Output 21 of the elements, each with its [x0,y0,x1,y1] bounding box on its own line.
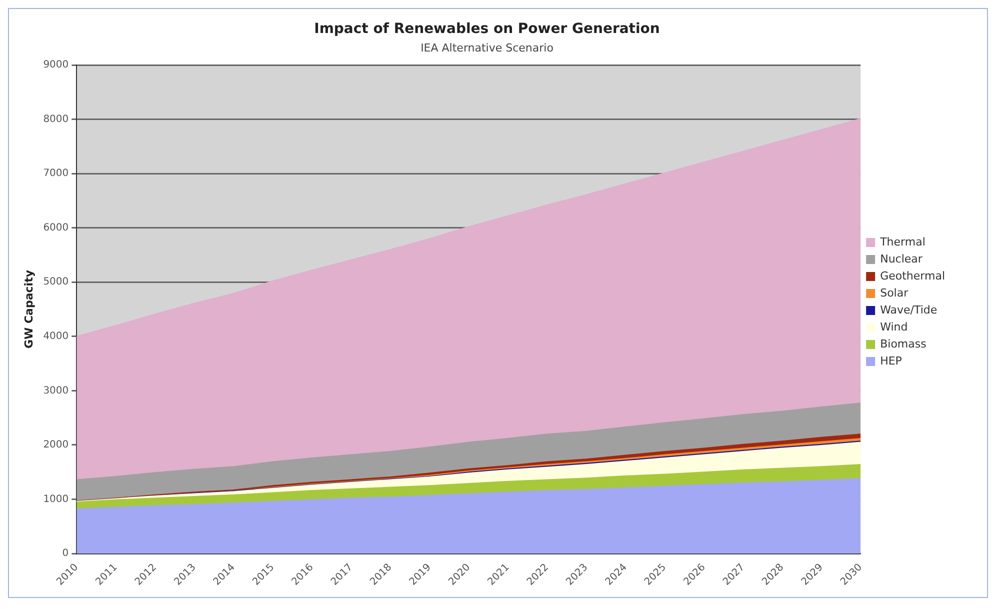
y-axis-title: GW Capacity [22,270,36,349]
y-tick-label: 8000 [43,114,69,125]
y-tick-label: 3000 [43,385,69,396]
legend-label: Biomass [880,337,927,350]
y-tick-label: 9000 [43,60,69,71]
legend-label: HEP [880,354,902,368]
y-tick-label: 7000 [43,168,69,180]
y-tick-label: 2000 [43,440,69,451]
legend-label: Thermal [879,235,926,248]
y-tick-label: 1000 [43,494,69,505]
legend-label: Wave/Tide [880,303,938,316]
legend-label: Geothermal [880,269,946,282]
legend-label: Wind [880,320,908,334]
y-tick-label: 4000 [43,330,69,342]
y-tick-label: 5000 [43,276,69,288]
legend-label: Solar [880,286,909,300]
chart-subtitle: IEA Alternative Scenario [420,41,554,54]
legend-label: Nuclear [880,252,923,266]
y-tick-label: 6000 [43,222,69,234]
y-tick-label: 0 [62,548,69,560]
chart-title: Impact of Renewables on Power Generation [314,21,660,38]
